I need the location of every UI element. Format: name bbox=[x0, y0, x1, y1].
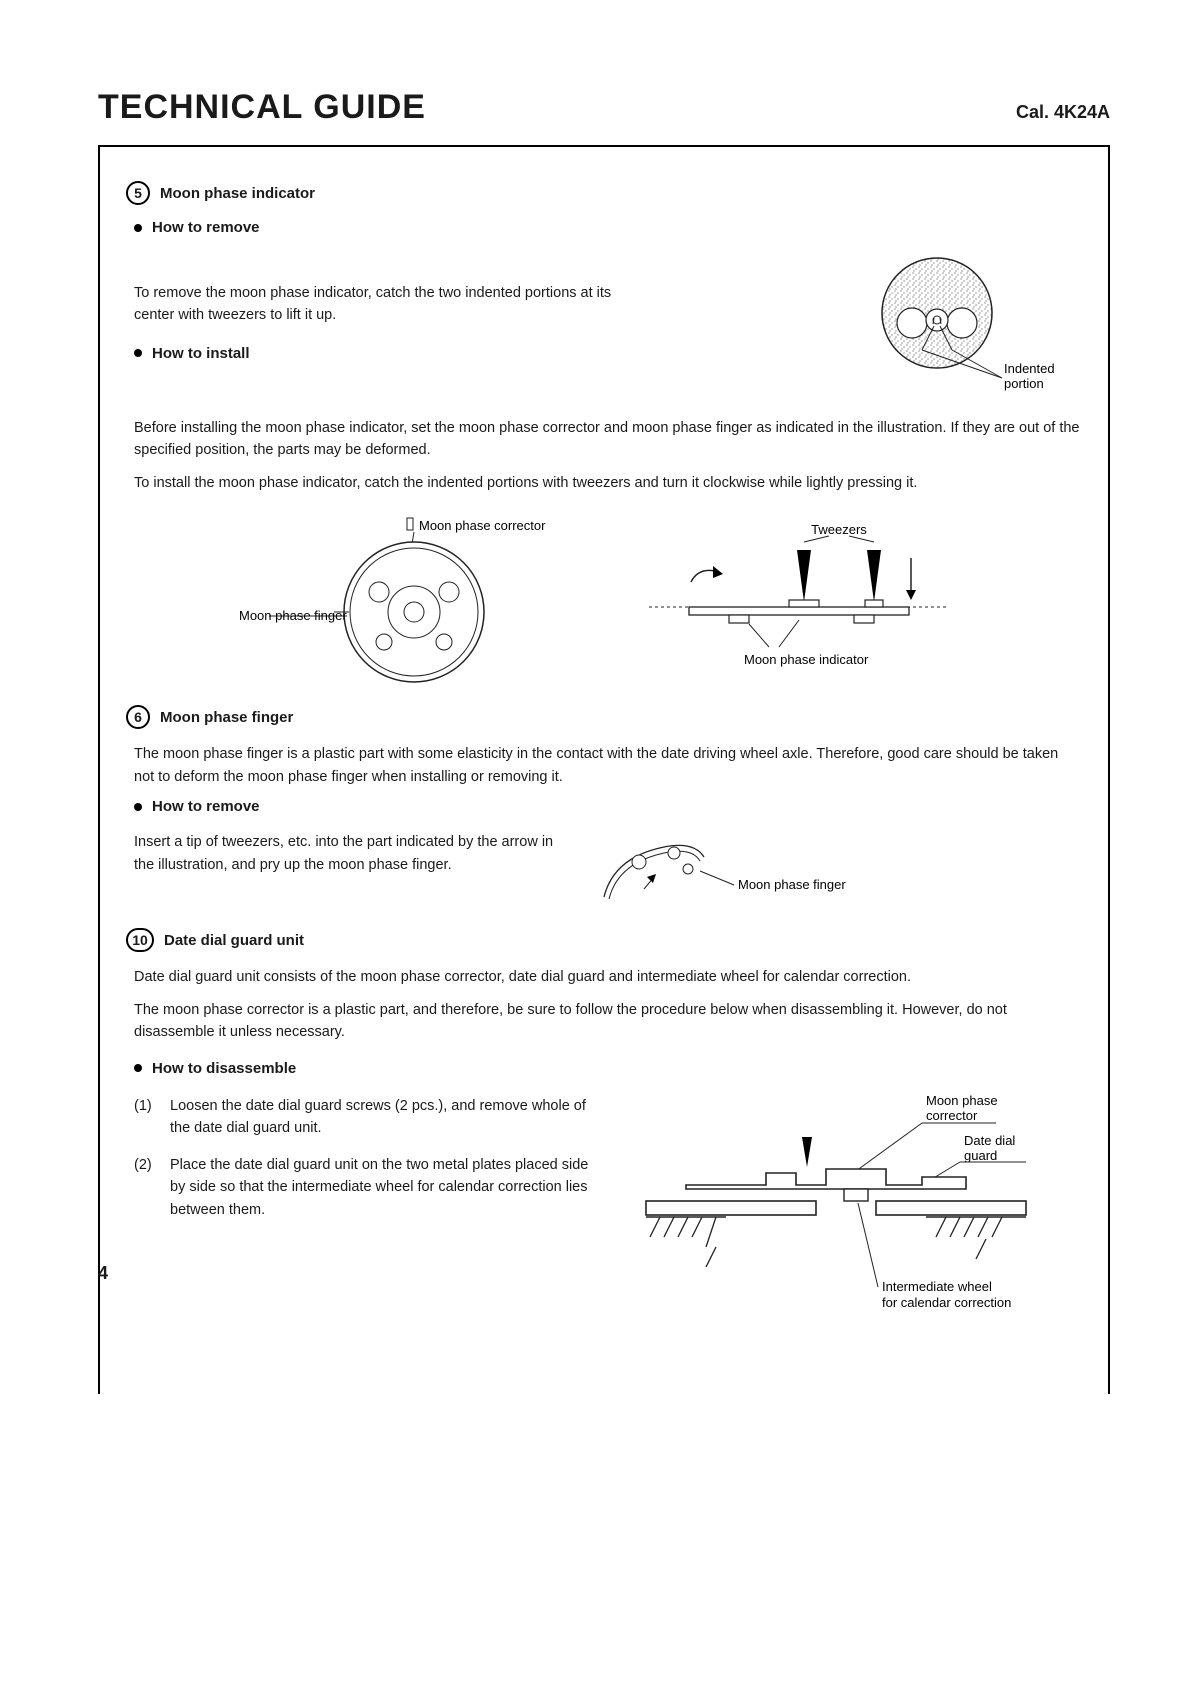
how-to-remove-heading-6: How to remove bbox=[134, 798, 1082, 815]
bullet-icon bbox=[134, 349, 142, 357]
install-text-2: To install the moon phase indicator, cat… bbox=[134, 472, 1082, 494]
how-to-disassemble-heading: How to disassemble bbox=[134, 1060, 1082, 1077]
step-number-icon: 10 bbox=[126, 928, 154, 952]
page-title: TECHNICAL GUIDE bbox=[98, 88, 426, 127]
remove-text: To remove the moon phase indicator, catc… bbox=[134, 282, 654, 327]
intwheel-lbl-1: Intermediate wheel bbox=[882, 1279, 992, 1294]
tweezers-label: Tweezers bbox=[811, 522, 867, 537]
how-to-remove-heading: How to remove bbox=[134, 219, 1082, 236]
finger-fig-label: Moon phase finger bbox=[738, 877, 846, 892]
section-10-intro-2: The moon phase corrector is a plastic pa… bbox=[134, 999, 1082, 1044]
step-1: (1) Loosen the date dial guard screws (2… bbox=[134, 1095, 606, 1140]
bullet-icon bbox=[134, 1064, 142, 1072]
guard-lbl-2: guard bbox=[964, 1148, 997, 1163]
step-1-num: (1) bbox=[134, 1095, 170, 1140]
section-6-title: Moon phase finger bbox=[160, 709, 293, 726]
corrector-lbl-1: Moon phase bbox=[926, 1093, 998, 1108]
tweezers-diagram: Tweezers bbox=[629, 512, 969, 697]
intwheel-lbl-2: for calendar correction bbox=[882, 1295, 1011, 1310]
step-2: (2) Place the date dial guard unit on th… bbox=[134, 1154, 606, 1221]
movement-diagram: Moon phase corrector Moon phase finger bbox=[239, 512, 599, 697]
indicator-label: Moon phase indicator bbox=[744, 652, 869, 667]
corrector-label: Moon phase corrector bbox=[419, 518, 546, 533]
indented-label: Indented bbox=[1004, 361, 1055, 376]
step-number-icon: 5 bbox=[126, 181, 150, 205]
bullet-icon bbox=[134, 224, 142, 232]
guard-lbl-1: Date dial bbox=[964, 1133, 1015, 1148]
step-number-icon: 6 bbox=[126, 705, 150, 729]
section-6-heading: 6 Moon phase finger bbox=[126, 705, 1082, 729]
section-10-heading: 10 Date dial guard unit bbox=[126, 928, 1082, 952]
section-5-heading: 5 Moon phase indicator bbox=[126, 181, 1082, 205]
bullet-icon bbox=[134, 803, 142, 811]
section-6-intro: The moon phase finger is a plastic part … bbox=[134, 743, 1082, 788]
how-to-install-heading: How to install bbox=[134, 345, 832, 362]
section-5-title: Moon phase indicator bbox=[160, 185, 315, 202]
section-10-intro-1: Date dial guard unit consists of the moo… bbox=[134, 966, 1082, 988]
install-text-1: Before installing the moon phase indicat… bbox=[134, 417, 1082, 462]
finger-diagram: Moon phase finger bbox=[584, 827, 884, 922]
guard-unit-diagram: Moon phase corrector Date dial guard bbox=[626, 1089, 1046, 1354]
caliber-label: Cal. 4K24A bbox=[1016, 102, 1110, 123]
section-10-title: Date dial guard unit bbox=[164, 932, 304, 949]
corrector-lbl-2: corrector bbox=[926, 1108, 978, 1123]
moon-phase-indented-diagram: Indented portion bbox=[852, 248, 1082, 413]
content-frame: 5 Moon phase indicator How to remove To … bbox=[98, 145, 1110, 1394]
section-6-remove-text: Insert a tip of tweezers, etc. into the … bbox=[134, 831, 564, 876]
finger-label: Moon phase finger bbox=[239, 608, 347, 623]
portion-label: portion bbox=[1004, 376, 1044, 391]
step-2-num: (2) bbox=[134, 1154, 170, 1221]
page-number: 4 bbox=[98, 1263, 108, 1284]
